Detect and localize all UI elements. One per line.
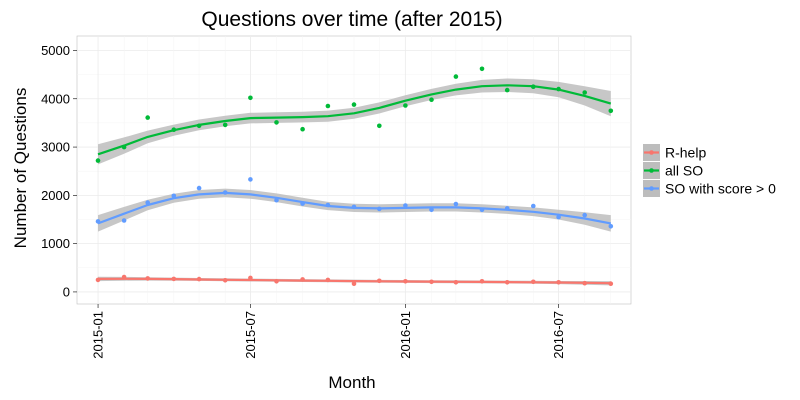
data-point (556, 280, 561, 285)
data-point (222, 122, 228, 128)
x-tick-label: 2016-01 (398, 311, 413, 359)
data-point (196, 276, 202, 282)
data-point (453, 280, 459, 285)
data-point (325, 103, 331, 109)
data-point (504, 87, 510, 93)
data-point (248, 177, 253, 182)
series-smooth-line (97, 277, 611, 285)
data-point (608, 108, 614, 114)
x-axis: 2015-01 2015-07 2016-01 2016-07 (91, 304, 566, 359)
data-point (504, 280, 510, 285)
data-point (479, 207, 485, 213)
data-point (531, 84, 536, 89)
data-point (556, 86, 561, 92)
data-point (429, 97, 434, 102)
series-smooth-line (97, 84, 612, 156)
data-point (95, 277, 101, 283)
data-point (121, 144, 127, 150)
data-point (171, 193, 177, 199)
data-point (121, 274, 127, 280)
data-point (300, 201, 305, 206)
y-tick-label: 2000 (41, 188, 70, 203)
data-point (145, 200, 150, 205)
x-axis-title: Month (328, 373, 375, 392)
data-point (222, 278, 228, 283)
y-axis-title: Number of Questions (11, 88, 30, 249)
data-point (608, 224, 614, 229)
data-point (145, 115, 150, 120)
y-tick-label: 4000 (41, 91, 70, 106)
data-point (453, 201, 459, 207)
legend-label: all SO (665, 163, 703, 179)
data-point (582, 212, 587, 218)
legend-label: R-help (665, 145, 706, 161)
data-point (504, 206, 510, 211)
chart-title: Questions over time (after 2015) (201, 8, 502, 31)
data-point (608, 281, 614, 287)
data-point (429, 207, 434, 213)
legend-key-point (649, 186, 654, 191)
data-point (196, 185, 202, 191)
data-point (351, 281, 357, 287)
data-point (582, 90, 587, 95)
data-point (351, 204, 357, 210)
data-point (121, 218, 127, 223)
data-point (531, 279, 536, 285)
data-point (531, 203, 536, 209)
data-point (582, 280, 587, 286)
data-point (274, 279, 279, 284)
data-point (300, 277, 305, 282)
data-point (403, 103, 408, 108)
data-point (479, 66, 485, 72)
data-point (145, 276, 150, 281)
data-point (325, 277, 331, 283)
data-point (95, 219, 101, 224)
data-point (248, 275, 253, 281)
data-point (403, 279, 408, 284)
data-point (377, 123, 382, 129)
data-point (429, 279, 434, 285)
legend-label: SO with score > 0 (665, 181, 776, 197)
data-point (479, 279, 485, 284)
data-point (95, 158, 101, 163)
x-tick-label: 2015-01 (91, 311, 106, 359)
x-tick-label: 2016-07 (551, 311, 566, 359)
legend-key-point (649, 168, 654, 173)
data-point (325, 202, 331, 208)
data-point (274, 197, 279, 203)
y-tick-label: 1000 (41, 236, 70, 251)
data-point (556, 214, 561, 220)
data-point (351, 102, 357, 107)
data-point (377, 278, 382, 284)
data-point (222, 190, 228, 195)
data-point (274, 120, 279, 125)
y-tick-label: 0 (63, 284, 70, 299)
legend: R-help all SO SO with score > 0 (643, 144, 776, 197)
confidence-band (98, 188, 611, 232)
data-point (453, 74, 459, 79)
data-point (248, 95, 253, 101)
data-point (403, 203, 408, 208)
y-axis: 0 1000 2000 3000 4000 5000 (41, 43, 77, 299)
data-point (196, 123, 202, 129)
data-point (377, 206, 382, 212)
x-tick-label: 2015-07 (243, 311, 258, 359)
y-tick-label: 3000 (41, 140, 70, 155)
data-point (171, 127, 177, 132)
data-point (300, 126, 305, 132)
plot-panel (76, 35, 632, 305)
data-point (171, 276, 177, 282)
legend-key-point (649, 150, 654, 155)
y-tick-label: 5000 (41, 43, 70, 58)
